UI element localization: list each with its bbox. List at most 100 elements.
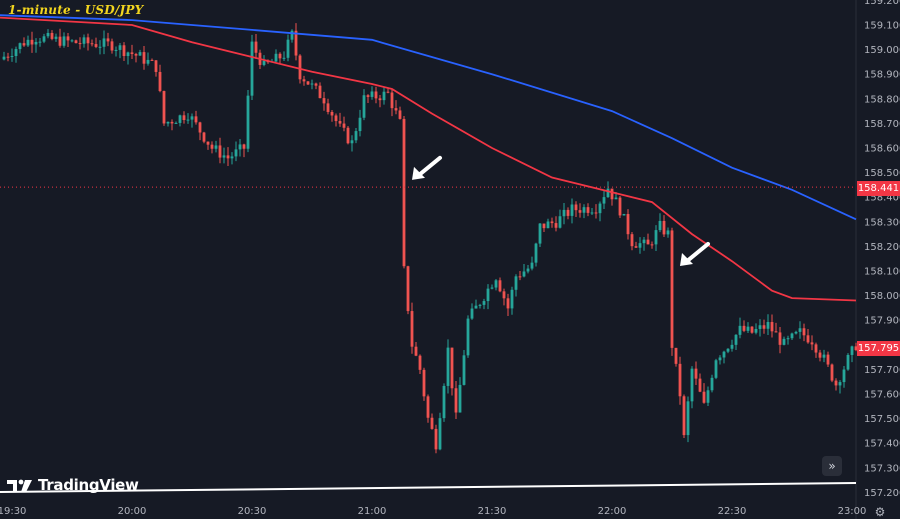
y-tick-label: 157.900 [864, 316, 900, 327]
candle-body [446, 347, 450, 386]
candle-body [90, 43, 94, 45]
x-tick-label: 20:00 [118, 506, 147, 517]
candle-body [126, 52, 130, 57]
candle-body [306, 81, 310, 85]
candle-body [486, 288, 490, 302]
x-tick-label: 21:00 [358, 506, 387, 517]
candle-body [166, 121, 170, 124]
candle-body [230, 156, 234, 159]
candle-body [578, 210, 582, 213]
arrow-annotation [412, 155, 442, 180]
candle-body [814, 344, 818, 353]
candle-body [322, 98, 326, 104]
candle-body [118, 45, 122, 50]
candle-body [818, 352, 822, 358]
candle-body [242, 144, 246, 149]
candle-body [694, 368, 698, 379]
candle-body [730, 344, 734, 349]
y-tick-label: 158.800 [864, 94, 900, 105]
candle-body [430, 417, 434, 429]
candle-body [458, 384, 462, 413]
candle-body [202, 132, 206, 142]
candle-body [670, 230, 674, 348]
candle-body [34, 41, 38, 45]
candle-body [214, 145, 218, 149]
candle-body [830, 364, 834, 381]
candle-body [6, 56, 10, 58]
candle-body [14, 49, 18, 57]
candle-body [162, 91, 166, 124]
candle-body [542, 223, 546, 229]
candle-body [254, 41, 258, 53]
candle-body [398, 110, 402, 119]
candle-body [282, 57, 286, 59]
y-tick-label: 158.300 [864, 217, 900, 228]
candle-body [626, 214, 630, 235]
candle-body [462, 355, 466, 385]
y-tick-label: 158.700 [864, 119, 900, 130]
candle-body [618, 197, 622, 216]
candle-body [206, 141, 210, 145]
scroll-to-realtime-button[interactable]: » [822, 456, 842, 476]
candle-body [178, 115, 182, 123]
candle-body [478, 304, 482, 306]
candle-body [506, 298, 510, 309]
candle-body [714, 360, 718, 378]
candle-body [362, 95, 366, 118]
candle-body [550, 221, 554, 224]
candle-body [494, 280, 498, 288]
chart-title: 1-minute - USD/JPY [8, 3, 144, 17]
candle-body [318, 85, 322, 99]
candle-body [794, 331, 798, 334]
y-tick-label: 158.500 [864, 168, 900, 179]
candle-body [742, 325, 746, 331]
candle-body [74, 40, 78, 44]
x-tick-label: 22:00 [598, 506, 627, 517]
candle-body [778, 332, 782, 345]
candle-body [298, 55, 302, 80]
candle-body [622, 214, 626, 216]
candle-body [158, 71, 162, 92]
candle-body [594, 212, 598, 214]
candle-body [698, 378, 702, 392]
candle-body [154, 60, 158, 72]
candle-body [66, 36, 70, 41]
candle-body [522, 271, 526, 277]
candle-body [806, 335, 810, 343]
settings-button[interactable]: ⚙ [873, 505, 887, 519]
arrow-head [680, 252, 693, 266]
double-chevron-right-icon: » [828, 459, 836, 473]
candle-body [726, 348, 730, 352]
candle-body [194, 116, 198, 123]
candle-body [354, 131, 358, 141]
candle-body [22, 43, 26, 46]
candle-body [290, 30, 294, 40]
candle-body [678, 363, 682, 397]
candle-body [606, 188, 610, 198]
candle-body [226, 155, 230, 159]
arrow-annotation [680, 241, 710, 266]
y-tick-label: 157.600 [864, 390, 900, 401]
candle-body [302, 79, 306, 82]
candle-body [138, 52, 142, 56]
candle-body [586, 207, 590, 213]
y-tick-label: 159.000 [864, 45, 900, 56]
candle-body [782, 338, 786, 345]
candle-body [734, 334, 738, 345]
candle-body [382, 91, 386, 101]
candle-body [294, 30, 298, 56]
candle-body [82, 37, 86, 44]
baseline [0, 482, 857, 493]
x-tick-label: 23:00 [838, 506, 867, 517]
candle-body [682, 396, 686, 436]
candle-body [18, 43, 22, 50]
candle-body [150, 59, 154, 61]
candle-body [338, 121, 342, 124]
candle-body [418, 355, 422, 370]
candle-body [38, 41, 42, 43]
candle-body [634, 246, 638, 248]
candle-body [546, 221, 550, 229]
candle-body [250, 41, 254, 96]
candle-body [326, 103, 330, 112]
